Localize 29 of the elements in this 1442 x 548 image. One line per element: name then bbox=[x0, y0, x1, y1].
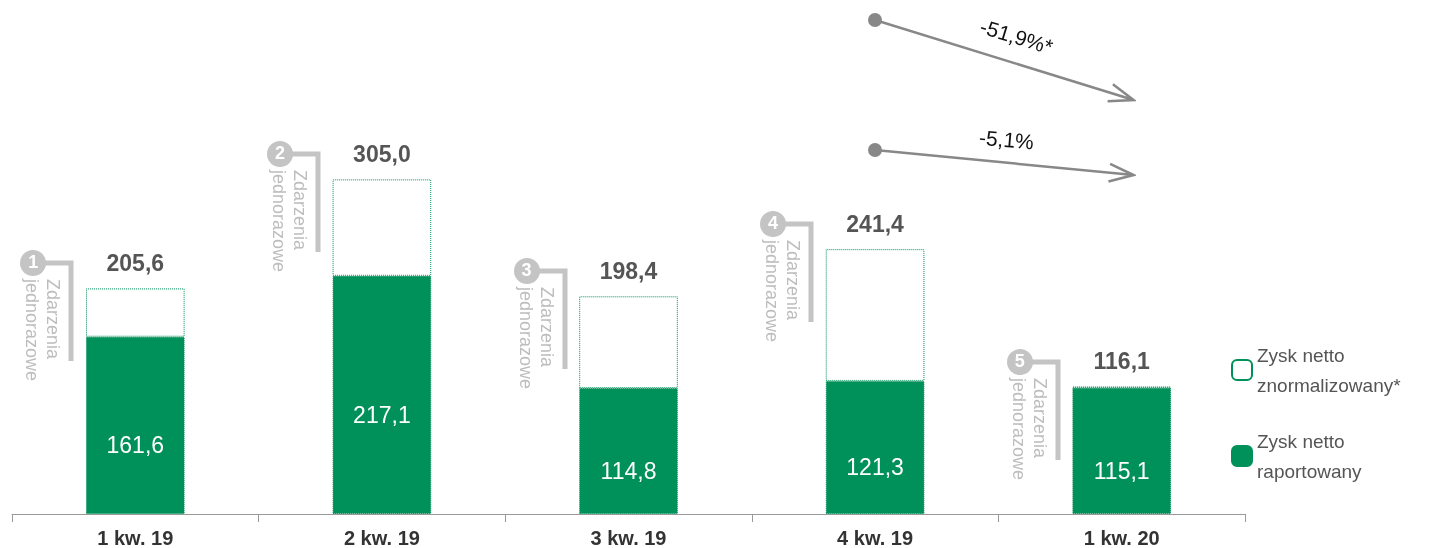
annotation: Zdarzenia jednorazowe bbox=[761, 240, 804, 345]
x-tick-label: 4 kw. 19 bbox=[837, 527, 914, 548]
data-label: 217,1 bbox=[353, 401, 411, 428]
text: -5,1% bbox=[978, 125, 1036, 154]
annotation: 3 bbox=[512, 260, 541, 282]
annotation: 1 bbox=[19, 252, 48, 274]
annotation: Zdarzenia jednorazowe bbox=[21, 279, 64, 384]
x-tick-label: 1 kw. 19 bbox=[97, 527, 174, 548]
annotation: Zdarzenia jednorazowe bbox=[267, 170, 310, 275]
total-label: 305,0 bbox=[353, 140, 411, 167]
x-tick-label: 1 kw. 20 bbox=[1083, 527, 1160, 548]
total-label: 116,1 bbox=[1093, 348, 1151, 375]
annotation: Zdarzenia jednorazowe bbox=[1007, 377, 1050, 482]
x-tick-label: 3 kw. 19 bbox=[590, 527, 667, 548]
data-label: 161,6 bbox=[106, 432, 165, 459]
text: -51,9%* bbox=[977, 14, 1056, 60]
total-label: 205,6 bbox=[106, 249, 165, 276]
bar bbox=[1072, 387, 1172, 514]
data-label: 121,3 bbox=[846, 454, 904, 481]
total-label: 198,4 bbox=[599, 257, 658, 284]
legend-label: Zysk netto znormalizowany* bbox=[1257, 344, 1402, 396]
legend-label: Zysk netto raportowany bbox=[1257, 430, 1363, 482]
annotation: 4 bbox=[759, 213, 788, 235]
x-tick-label: 2 kw. 19 bbox=[343, 527, 420, 548]
annotation: 5 bbox=[1005, 350, 1034, 372]
annotation: Zdarzenia jednorazowe bbox=[514, 287, 557, 392]
total-label: 241,4 bbox=[846, 210, 905, 237]
data-label: 114,8 bbox=[600, 458, 657, 485]
data-label: 115,1 bbox=[1093, 457, 1150, 484]
